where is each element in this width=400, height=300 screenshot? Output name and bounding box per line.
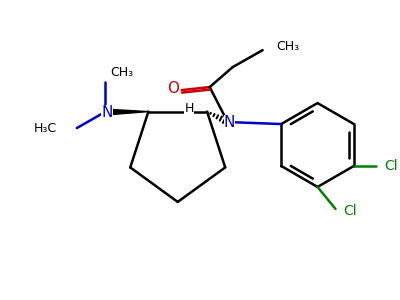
Text: O: O — [167, 81, 179, 96]
Text: Cl: Cl — [384, 159, 398, 173]
Text: Cl: Cl — [344, 204, 357, 218]
Text: CH₃: CH₃ — [276, 40, 300, 53]
Text: N: N — [224, 115, 235, 130]
Text: H: H — [184, 102, 194, 115]
Text: CH₃: CH₃ — [110, 66, 133, 79]
Text: H₃C: H₃C — [34, 122, 57, 134]
Text: N: N — [101, 105, 112, 120]
Polygon shape — [105, 109, 148, 115]
